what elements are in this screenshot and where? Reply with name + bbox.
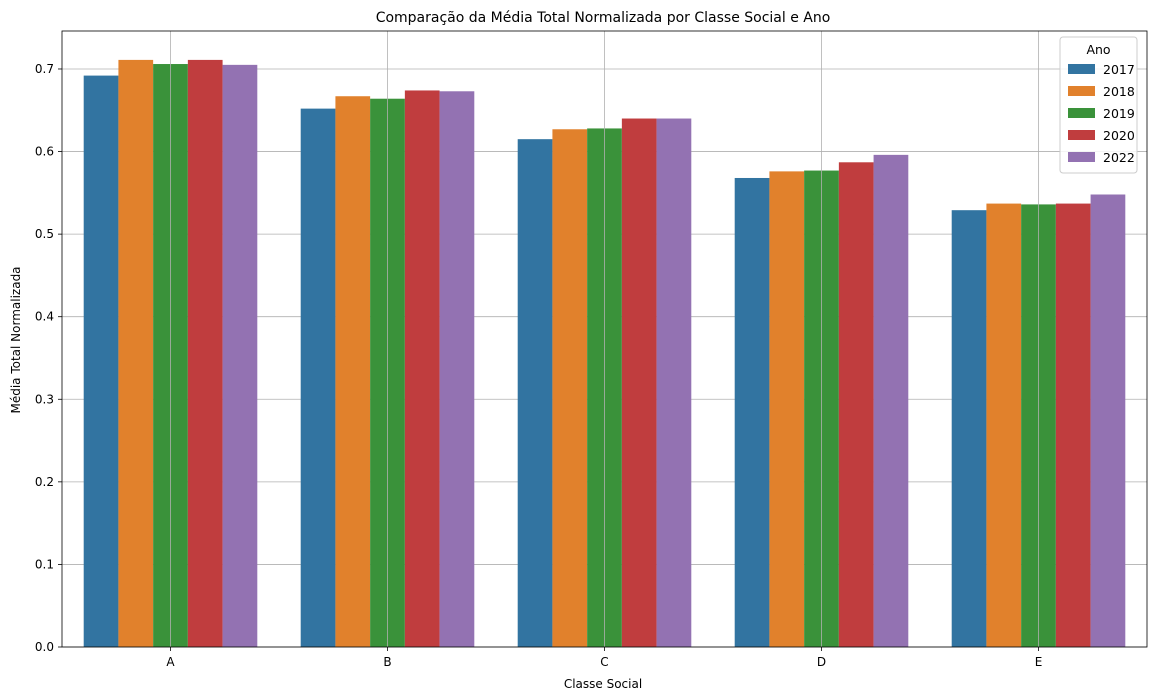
y-tick-label-7: 0.7 xyxy=(35,62,54,76)
x-tick-label-C: C xyxy=(600,655,608,669)
chart-title: Comparação da Média Total Normalizada po… xyxy=(376,10,831,26)
legend-swatch-2019 xyxy=(1068,108,1095,118)
y-tick-label-3: 0.3 xyxy=(35,392,54,406)
y-tick-label-0: 0.0 xyxy=(35,640,54,654)
bar-A-2018 xyxy=(118,59,154,647)
bar-C-2022 xyxy=(656,118,692,648)
legend-label-2018: 2018 xyxy=(1103,84,1135,99)
axes-layer: 0.0 0.1 0.2 0.3 0.4 0.5 0.6 0.7 A B C D E xyxy=(35,30,1148,669)
bar-D-2020 xyxy=(838,162,874,647)
bar-B-2022 xyxy=(439,91,475,648)
legend-title: Ano xyxy=(1086,42,1110,57)
legend-label-2017: 2017 xyxy=(1103,62,1135,77)
bar-E-2017 xyxy=(951,210,987,647)
y-tick-label-2: 0.2 xyxy=(35,475,54,489)
x-axis-label: Classe Social xyxy=(564,677,642,691)
y-tick-label-1: 0.1 xyxy=(35,557,54,571)
y-tick-label-5: 0.5 xyxy=(35,227,54,241)
x-tick-label-D: D xyxy=(817,655,826,669)
bar-B-2018 xyxy=(335,96,371,647)
legend-label-2022: 2022 xyxy=(1103,150,1135,165)
bar-C-2018 xyxy=(552,129,588,647)
x-tick-label-E: E xyxy=(1035,655,1043,669)
bars-layer xyxy=(83,59,1126,648)
legend-label-2019: 2019 xyxy=(1103,106,1135,121)
legend-swatch-2020 xyxy=(1068,130,1095,140)
legend: Ano 2017 2018 2019 2020 2022 xyxy=(1059,36,1138,174)
bar-B-2020 xyxy=(404,90,440,648)
y-axis-label: Média Total Normalizada xyxy=(9,266,23,413)
bar-D-2017 xyxy=(734,177,770,647)
bar-E-2020 xyxy=(1055,203,1091,647)
bar-D-2022 xyxy=(873,154,909,647)
bar-D-2018 xyxy=(769,171,805,647)
bar-B-2017 xyxy=(300,108,336,647)
legend-swatch-2018 xyxy=(1068,86,1095,96)
legend-swatch-2017 xyxy=(1068,64,1095,74)
y-tick-label-6: 0.6 xyxy=(35,145,54,159)
y-tick-label-4: 0.4 xyxy=(35,310,54,324)
bar-A-2017 xyxy=(83,75,119,647)
bar-C-2020 xyxy=(621,118,657,648)
x-tick-label-A: A xyxy=(166,655,175,669)
bar-E-2022 xyxy=(1090,194,1126,647)
bar-A-2020 xyxy=(187,59,223,647)
x-tick-label-B: B xyxy=(383,655,391,669)
bar-C-2017 xyxy=(517,139,553,648)
legend-label-2020: 2020 xyxy=(1103,128,1135,143)
bar-E-2018 xyxy=(986,203,1022,647)
legend-swatch-2022 xyxy=(1068,152,1095,162)
bar-A-2022 xyxy=(222,64,258,647)
